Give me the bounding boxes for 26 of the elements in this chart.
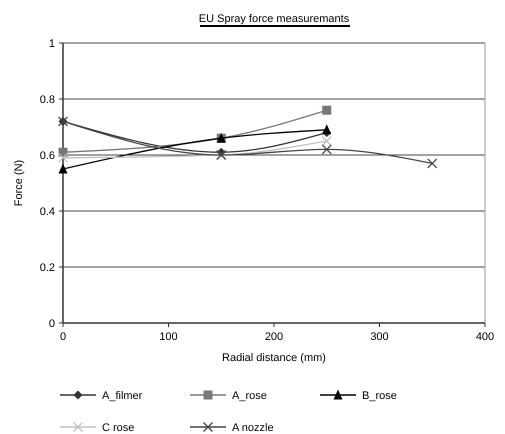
point bbox=[427, 158, 438, 169]
y-axis-title: Force (N) bbox=[13, 160, 25, 206]
point bbox=[322, 124, 332, 134]
y-tick-label: 1 bbox=[48, 38, 55, 50]
point bbox=[58, 152, 68, 163]
legend-label: A_filmer bbox=[102, 390, 143, 402]
point bbox=[322, 136, 332, 146]
y-tick-label: 0.2 bbox=[40, 262, 55, 274]
x-axis-title: Radial distance (mm) bbox=[222, 352, 326, 364]
x-tick-label: 200 bbox=[264, 331, 284, 343]
x-tick-label: 0 bbox=[60, 331, 66, 343]
legend-label: B_rose bbox=[362, 390, 397, 402]
y-tick-label: 0 bbox=[48, 318, 55, 330]
legend-label: A_rose bbox=[232, 390, 267, 402]
point bbox=[322, 106, 332, 115]
legend-label: A nozzle bbox=[232, 422, 274, 434]
y-tick-label: 0.8 bbox=[40, 94, 55, 106]
y-tick-label: 0.6 bbox=[40, 150, 55, 162]
legend-label: C rose bbox=[102, 422, 134, 434]
point bbox=[58, 164, 68, 174]
point bbox=[322, 144, 332, 155]
x-tick-label: 300 bbox=[370, 331, 389, 343]
x-tick-label: 400 bbox=[476, 331, 494, 343]
y-tick-label: 0.4 bbox=[40, 206, 55, 218]
x-tick-label: 100 bbox=[159, 331, 178, 343]
chart-title: EU Spray force measuremants bbox=[198, 13, 350, 25]
